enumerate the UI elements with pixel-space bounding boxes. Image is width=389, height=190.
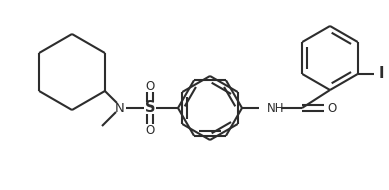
- Text: O: O: [145, 79, 154, 93]
- Text: O: O: [328, 101, 336, 115]
- Text: N: N: [115, 101, 125, 115]
- Text: O: O: [145, 124, 154, 136]
- Text: S: S: [145, 101, 155, 116]
- Text: I: I: [379, 66, 384, 82]
- Text: NH: NH: [267, 101, 284, 115]
